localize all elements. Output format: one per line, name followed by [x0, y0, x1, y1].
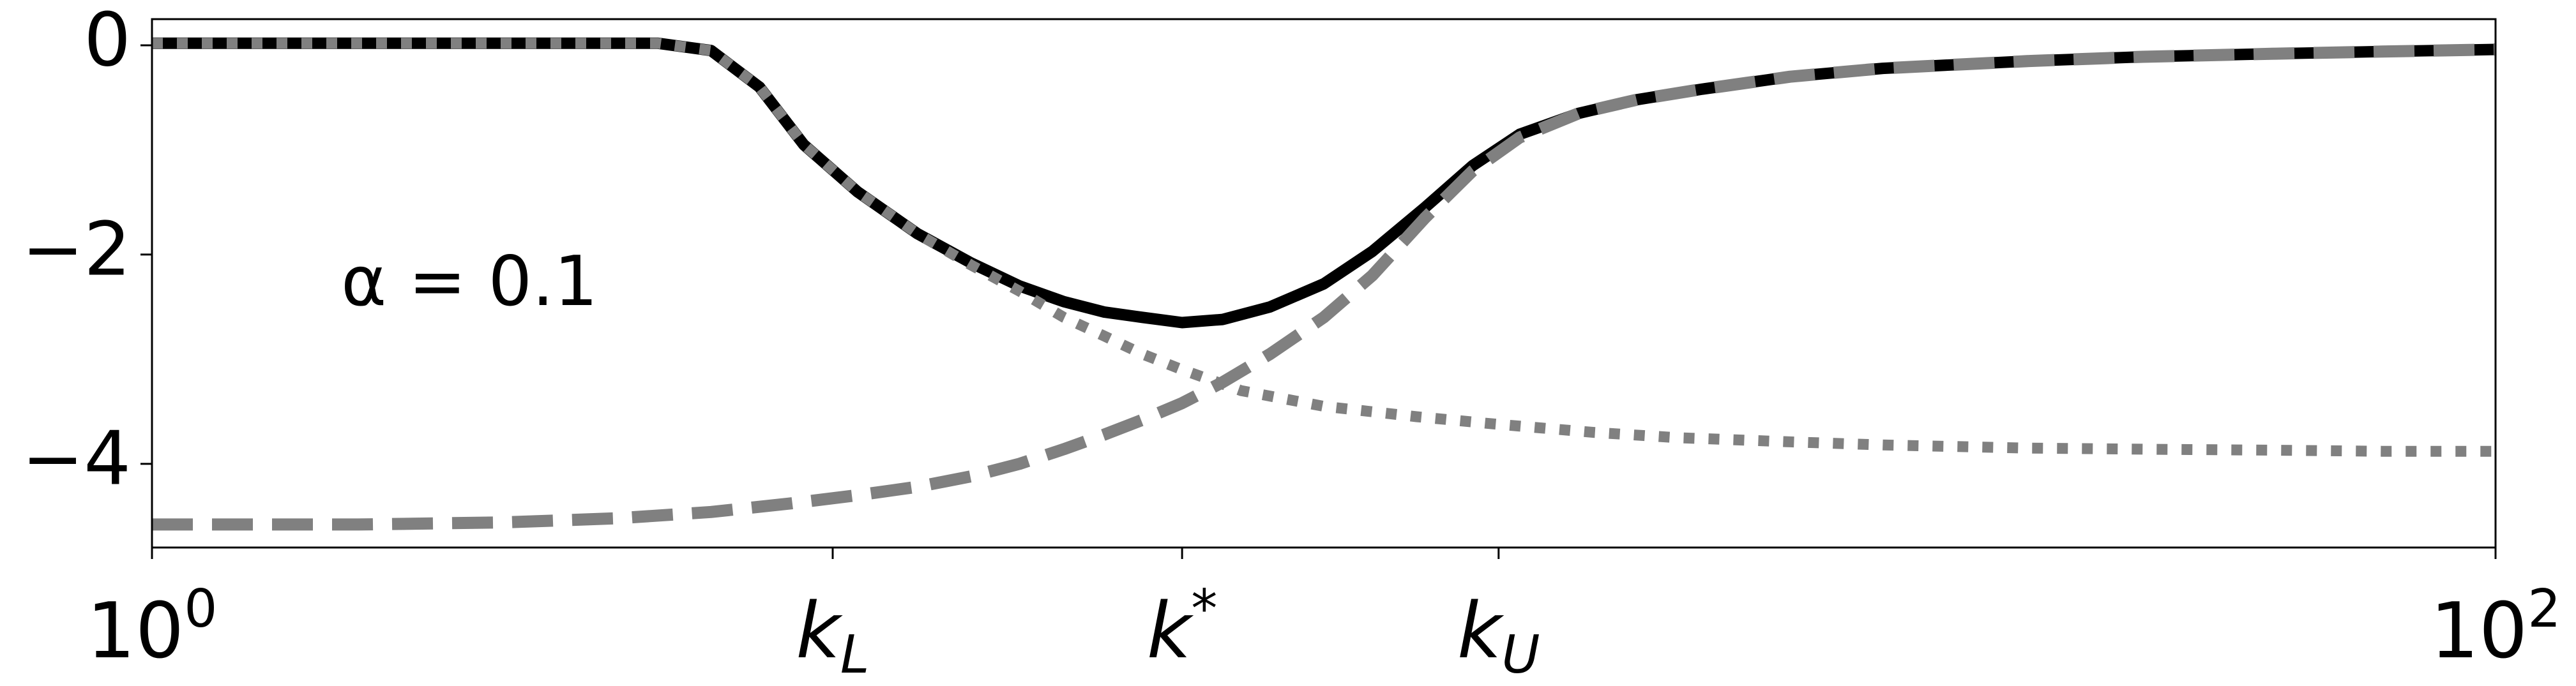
x-tick-label: kL — [796, 587, 869, 685]
plot-frame — [151, 18, 2497, 549]
x-tick-label: 102 — [2430, 579, 2561, 676]
y-tick-label: −2 — [22, 207, 131, 293]
alpha-annotation: α = 0.1 — [341, 242, 598, 322]
series-line-dashed — [152, 43, 2496, 531]
x-tick-label: kU — [1457, 587, 1540, 685]
plot-area — [151, 18, 2497, 549]
y-tick-label: 0 — [84, 0, 131, 84]
x-tick-label: k* — [1147, 579, 1218, 676]
y-tick-label: −4 — [22, 416, 131, 502]
series-layer — [152, 37, 2496, 531]
x-axis: 100 kL k* kU 102 — [87, 548, 2561, 685]
y-axis: 0 −2 −4 — [22, 0, 152, 502]
x-tick-label: 100 — [87, 579, 218, 676]
